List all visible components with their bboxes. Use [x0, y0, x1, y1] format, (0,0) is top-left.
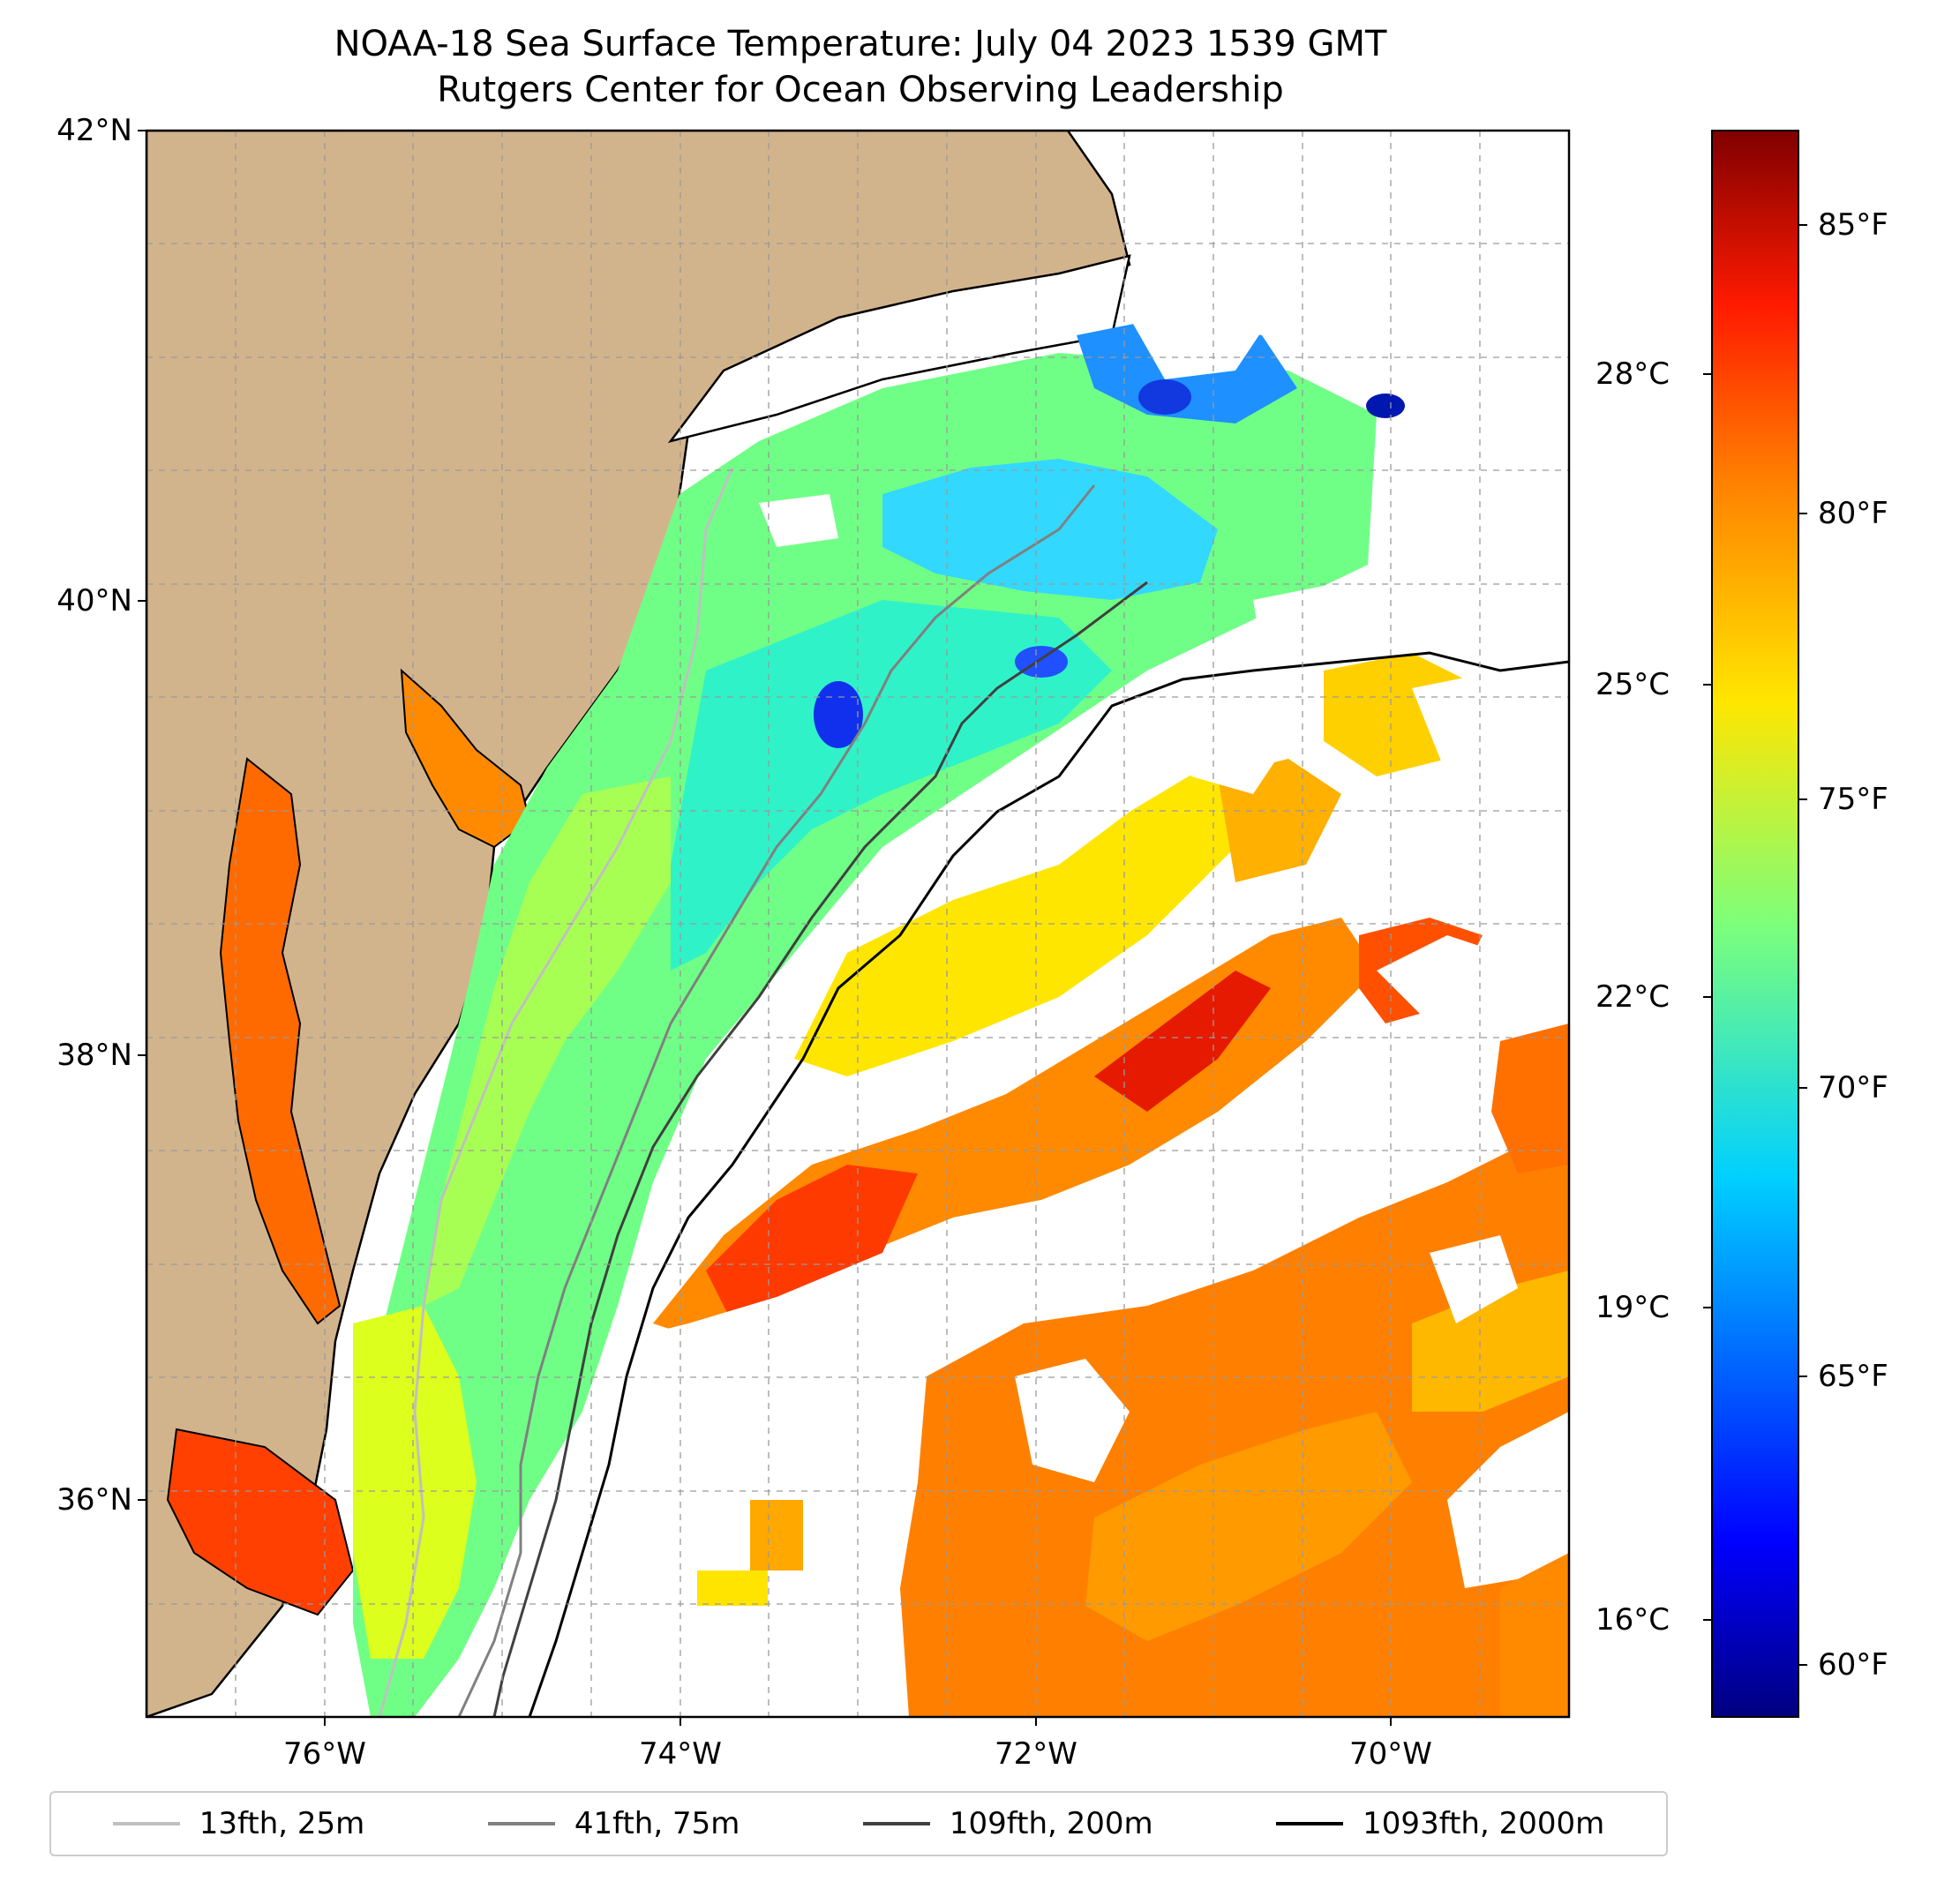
legend-label-25m: 13fth, 25m [199, 1806, 365, 1841]
legend-label-200m: 109fth, 200m [949, 1806, 1153, 1841]
lat-label-40: 40°N [56, 583, 132, 618]
cbar-c-28: 28°C [1595, 356, 1670, 392]
legend-label-2000m: 1093fth, 2000m [1363, 1806, 1605, 1841]
contour-legend: 13fth, 25m 41fth, 75m 109fth, 200m 1093f… [49, 1791, 1668, 1856]
cbar-f-80: 80°F [1818, 496, 1888, 531]
cbar-f-65: 65°F [1818, 1359, 1888, 1394]
cbar-c-19: 19°C [1595, 1290, 1670, 1325]
colorbar [1711, 130, 1799, 1718]
lon-label-76: 76°W [283, 1736, 366, 1772]
grid-lines [146, 131, 1569, 1717]
legend-item-25m: 13fth, 25m [112, 1806, 365, 1841]
map-frame [145, 129, 1571, 1719]
cbar-f-85: 85°F [1818, 207, 1888, 243]
contour-25m [378, 467, 734, 1717]
legend-item-2000m: 1093fth, 2000m [1276, 1806, 1604, 1841]
chart-title: NOAA-18 Sea Surface Temperature: July 04… [334, 24, 1387, 64]
legend-item-75m: 41fth, 75m [487, 1806, 740, 1841]
contour-200m [492, 581, 1148, 1717]
legend-label-75m: 41fth, 75m [574, 1806, 740, 1841]
cbar-f-70: 70°F [1818, 1070, 1888, 1106]
lat-label-42: 42°N [56, 113, 132, 148]
legend-line-200m [862, 1822, 930, 1825]
legend-line-75m [487, 1822, 555, 1825]
lon-label-72: 72°W [995, 1736, 1077, 1772]
legend-line-2000m [1276, 1822, 1344, 1825]
lat-label-36: 36°N [56, 1482, 132, 1518]
lon-label-70: 70°W [1349, 1736, 1432, 1772]
contour-2000m [528, 651, 1569, 1717]
lon-label-74: 74°W [639, 1736, 722, 1772]
legend-item-200m: 109fth, 200m [862, 1806, 1153, 1841]
chart-subtitle: Rutgers Center for Ocean Observing Leade… [437, 70, 1284, 110]
cbar-f-75: 75°F [1818, 782, 1888, 817]
land-long-island [667, 254, 1131, 444]
contour-75m [457, 484, 1096, 1717]
sst-field [353, 291, 1569, 1717]
cbar-f-60: 60°F [1818, 1647, 1888, 1683]
axis-ticks [138, 130, 1392, 1726]
pamlico-sound [166, 1428, 355, 1616]
lat-label-38: 38°N [56, 1038, 132, 1073]
colorbar-ticks [1703, 224, 1807, 1666]
cbar-c-16: 16°C [1595, 1602, 1670, 1638]
cbar-c-22: 22°C [1595, 979, 1670, 1015]
legend-line-25m [112, 1822, 180, 1825]
cbar-c-25: 25°C [1595, 667, 1670, 702]
